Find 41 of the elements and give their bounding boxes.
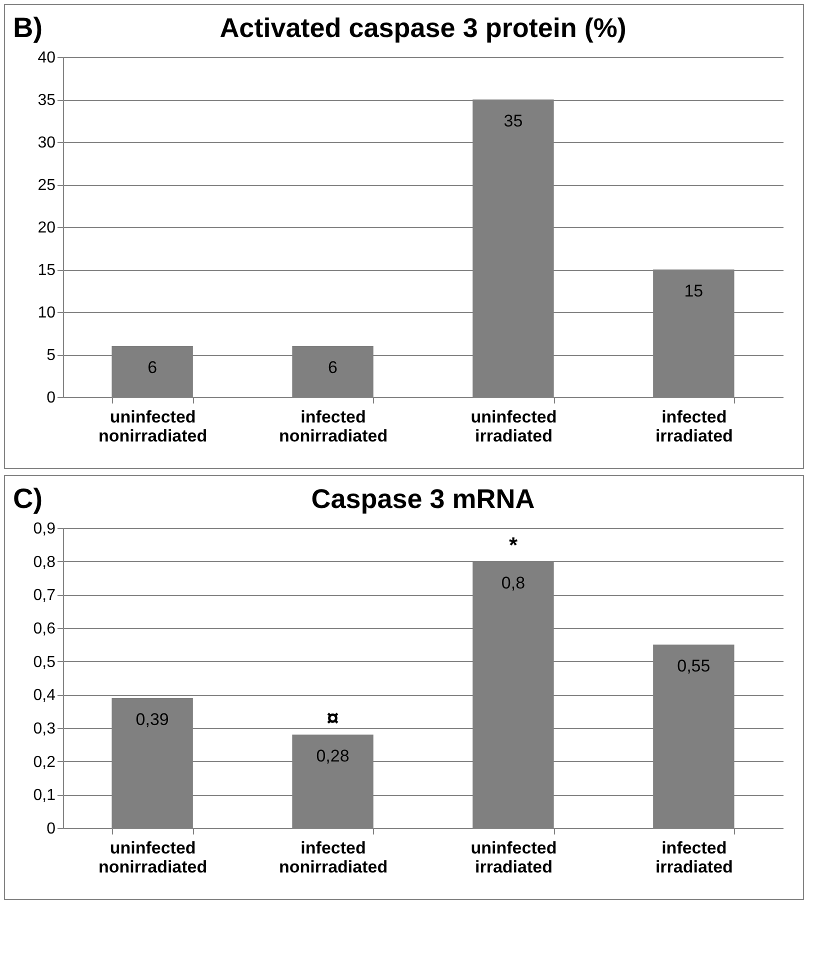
y-tick-label: 20 [38,220,56,236]
y-tick-label: 10 [38,304,56,322]
text: 0,28 [316,746,350,766]
x-tick-label: infected irradiated [655,838,733,876]
chart-title: Caspase 3 mRNA [311,484,535,514]
x-tick-label: uninfected irradiated [470,408,557,446]
y-tick-label: 0 [46,820,56,838]
text: 0,8 [501,573,526,592]
y-tick-label: 35 [38,92,56,109]
x-tick-label: uninfected nonirradiated [98,408,208,446]
y-tick-label: 0,8 [33,554,56,571]
text: 0,55 [677,656,710,676]
y-tick-label: 0,7 [33,587,56,604]
annotation: * [508,532,518,558]
y-tick-label: 30 [38,134,56,152]
y-tick-label: 0,3 [33,720,56,738]
y-tick-label: 0,2 [33,754,56,771]
y-tick-label: 15 [38,262,56,279]
y-tick-label: 5 [46,347,56,364]
x-tick-label: infected irradiated [655,408,733,446]
x-tick-label: uninfected irradiated [470,838,557,876]
chart-title: Activated caspase 3 protein (%) [220,13,626,43]
annotation: ¤ [326,706,339,731]
y-tick-label: 40 [38,50,56,66]
data-label: 6 [148,358,158,377]
x-tick-label: uninfected nonirradiated [98,838,208,876]
y-tick-label: 0,9 [33,520,56,538]
text: B) [13,12,43,43]
x-tick-label: infected nonirradiated [278,408,388,446]
text: 0,39 [136,710,169,729]
x-tick-label: infected nonirradiated [278,838,388,876]
y-tick-label: 0 [46,390,56,406]
y-tick-label: 0,4 [33,687,56,704]
y-tick-label: 0,6 [33,620,56,638]
y-tick-label: 0,5 [33,654,56,671]
y-tick-label: 0,1 [33,787,56,804]
data-label: 35 [504,112,523,130]
text: C) [13,483,43,514]
data-label: 6 [328,358,338,377]
y-tick-label: 25 [38,177,56,194]
data-label: 15 [684,282,704,300]
